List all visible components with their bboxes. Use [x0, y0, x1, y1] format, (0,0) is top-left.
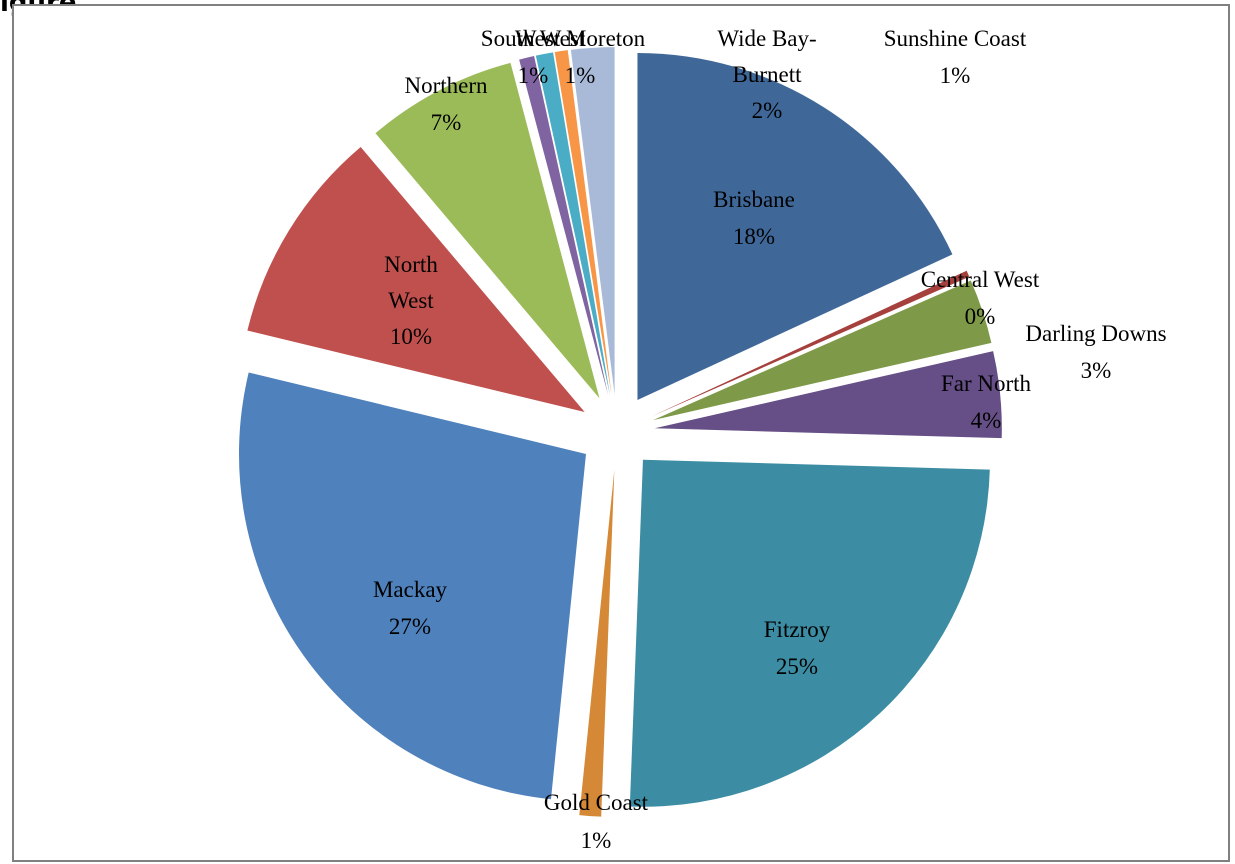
- pie-slice-brisbane: [637, 52, 953, 400]
- label-darling-downs-name: Darling Downs: [1025, 321, 1166, 346]
- label-far-north-name: Far North: [941, 371, 1032, 396]
- pie-slice-darling-downs: [653, 280, 992, 421]
- label-north-west-name-2: West: [388, 288, 434, 313]
- label-darling-downs-pct: 3%: [1081, 358, 1112, 383]
- label-northern-name: Northern: [404, 73, 488, 98]
- pie-slice-south-west: [519, 56, 609, 396]
- label-north-west-pct: 10%: [390, 324, 432, 349]
- pie-slice-central-west: [651, 270, 970, 417]
- pie-slice-far-north: [654, 351, 1002, 439]
- label-wide-bay-pct: 2%: [752, 98, 783, 123]
- label-fitzroy-pct: 25%: [776, 654, 818, 679]
- pie-slice-gold-coast: [579, 469, 615, 817]
- pie-slice-wide-bay-burnett: [570, 47, 615, 395]
- label-northern-pct: 7%: [431, 110, 462, 135]
- label-north-west-name-1: North: [384, 252, 438, 277]
- label-west-moreton-pct: 1%: [565, 63, 596, 88]
- slices-layer: [238, 47, 1002, 817]
- label-gold-coast-pct: 1%: [581, 828, 612, 853]
- label-brisbane-name: Brisbane: [713, 187, 795, 212]
- pie-slice-fitzroy: [629, 459, 990, 807]
- label-far-north-pct: 4%: [971, 408, 1002, 433]
- pie-slice-north-west: [247, 147, 585, 413]
- label-wide-bay-name-2: Burnett: [733, 62, 803, 87]
- pie-slice-sunshine-coast: [554, 50, 612, 395]
- label-south-west-pct: 1%: [518, 63, 549, 88]
- label-sunshine-coast-name: Sunshine Coast: [884, 26, 1027, 51]
- label-wide-bay-name-1: Wide Bay-: [717, 26, 816, 51]
- label-brisbane-pct: 18%: [733, 224, 775, 249]
- label-gold-coast-name: Gold Coast: [544, 790, 649, 815]
- label-central-west-pct: 0%: [965, 304, 996, 329]
- label-fitzroy-name: Fitzroy: [764, 617, 831, 642]
- label-central-west-name: Central West: [921, 267, 1040, 292]
- label-west-moreton-name: West Moreton: [515, 26, 646, 51]
- pie-slice-west-moreton: [535, 52, 610, 395]
- label-mackay-pct: 27%: [389, 614, 431, 639]
- pie-slice-northern: [375, 62, 600, 399]
- label-mackay-name: Mackay: [373, 577, 448, 602]
- labels-layer: Brisbane 18% Central West 0% Darling Dow…: [373, 26, 1167, 853]
- label-south-west-name: South West: [481, 26, 586, 51]
- chart-frame: [12, 4, 1230, 862]
- label-sunshine-coast-pct: 1%: [940, 63, 971, 88]
- pie-slice-mackay: [238, 372, 586, 800]
